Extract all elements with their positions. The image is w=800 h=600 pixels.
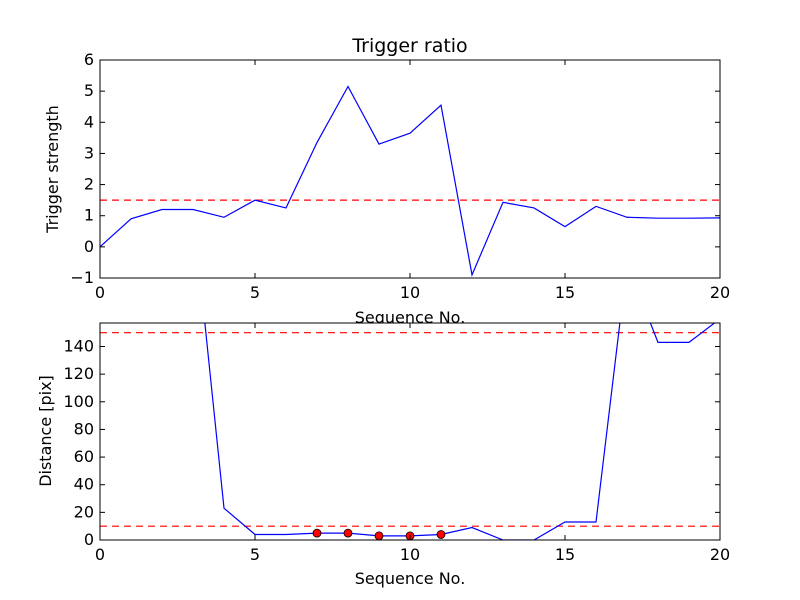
y-tick-label: 80 bbox=[74, 419, 94, 438]
x-tick-label: 10 bbox=[400, 545, 420, 564]
x-axis-label: Sequence No. bbox=[355, 569, 466, 588]
plot-frame bbox=[99, 59, 721, 279]
x-tick-label: 20 bbox=[710, 283, 730, 302]
y-tick-label: 1 bbox=[84, 206, 94, 225]
x-axis-label: Sequence No. bbox=[355, 308, 466, 327]
x-tick-label: 5 bbox=[250, 545, 260, 564]
y-tick-label: 20 bbox=[74, 502, 94, 521]
y-tick-label: 3 bbox=[84, 143, 94, 162]
x-tick-label: 15 bbox=[555, 545, 575, 564]
plot-background bbox=[100, 323, 720, 540]
data-point-marker bbox=[436, 530, 446, 539]
y-axis-label: Trigger strength bbox=[43, 105, 62, 234]
y-axis-label: Distance [pix] bbox=[36, 375, 55, 487]
x-tick-label: 15 bbox=[555, 283, 575, 302]
plot-background bbox=[100, 60, 720, 278]
plot-frame bbox=[99, 322, 721, 541]
y-tick-label: 60 bbox=[74, 447, 94, 466]
x-tick-label: 20 bbox=[710, 545, 730, 564]
y-tick-label: 6 bbox=[84, 50, 94, 69]
chart-title: Trigger ratio bbox=[351, 35, 467, 57]
series-line bbox=[204, 323, 716, 540]
x-tick-label: 10 bbox=[400, 283, 420, 302]
y-tick-label: 4 bbox=[84, 112, 94, 131]
data-point-marker bbox=[312, 528, 322, 538]
x-tick-label: 0 bbox=[95, 283, 105, 302]
y-tick-label: 120 bbox=[63, 364, 94, 383]
y-tick-label: 2 bbox=[84, 175, 94, 194]
y-tick-label: 0 bbox=[84, 237, 94, 256]
y-tick-label: 100 bbox=[63, 392, 94, 411]
data-point-marker bbox=[343, 528, 353, 538]
data-point-marker bbox=[374, 531, 384, 541]
x-tick-label: 0 bbox=[95, 545, 105, 564]
y-tick-label: −1 bbox=[70, 268, 94, 287]
y-tick-label: 40 bbox=[74, 475, 94, 494]
y-tick-label: 0 bbox=[84, 530, 94, 549]
y-tick-label: 5 bbox=[84, 81, 94, 100]
series-line bbox=[100, 85, 720, 277]
x-tick-label: 5 bbox=[250, 283, 260, 302]
y-tick-label: 140 bbox=[63, 336, 94, 355]
